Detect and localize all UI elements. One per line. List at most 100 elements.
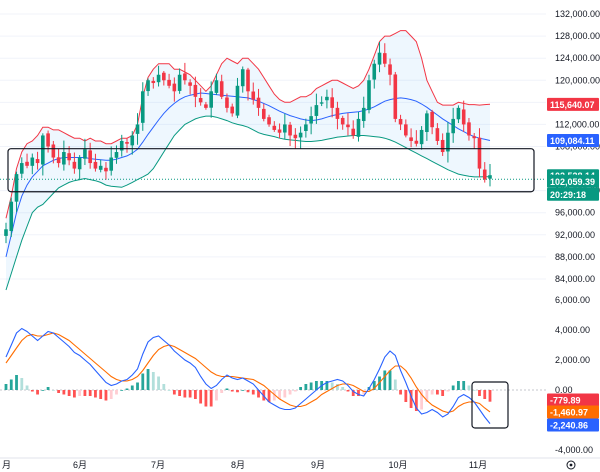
macd-histogram-bar [346,390,350,392]
macd-histogram-bar [293,390,297,392]
candle-body [288,124,292,136]
candle-body [298,132,303,138]
candle-body [277,129,282,133]
macd-histogram-bar [78,390,82,396]
macd-histogram-bar [94,390,97,398]
candle-body [172,83,177,92]
candle-body [235,85,240,116]
macd-histogram-bar [257,390,260,398]
candle-body [351,128,356,136]
highlight-box-macd [471,381,509,429]
macd-histogram-bar [325,381,329,390]
bollinger-upper-line [5,30,491,219]
macd-histogram-bar [357,390,360,396]
macd-histogram-bar [488,390,492,402]
candle-body [461,109,466,125]
macd-histogram-bar [204,390,208,407]
candle-body [135,124,140,134]
macd-histogram-bar [388,370,392,390]
macd-histogram-bar [251,390,255,395]
macd-histogram-bar [230,390,234,392]
macd-histogram-bar [125,388,129,390]
candle-body [482,169,487,180]
macd-histogram-bar [441,390,445,396]
candle-body [9,201,14,231]
candle-body [304,124,308,131]
candle-body [367,80,371,110]
candle-body [404,124,408,136]
macd-histogram-bar [278,390,281,399]
macd-histogram-bar [157,376,160,390]
candle-body [325,96,329,101]
macd-histogram-bar [130,385,134,390]
macd-histogram-bar [115,390,118,395]
price-axis-label: 124,000.00 [555,53,600,63]
macd-histogram-bar [399,390,402,395]
candle-body [414,140,419,144]
last-price-tag: 102,059.39 [550,177,595,187]
candle-body [409,137,413,141]
candle-body [156,74,161,83]
candle-body [293,134,298,139]
candle-body [209,91,213,108]
macd-histogram-bar [104,390,108,401]
candle-body [51,144,56,158]
macd-histogram-bar [288,390,292,395]
price-axis-label: 120,000.00 [555,75,600,85]
settings-icon[interactable] [566,460,576,470]
candle-body [93,161,98,169]
macd-histogram-bar [362,390,366,395]
macd-histogram-bar [15,375,18,390]
candle-body [230,106,235,114]
candle-body [377,52,382,65]
macd-line [5,327,491,424]
macd-histogram-value-tag-bg [547,393,599,407]
macd-histogram-bar [36,390,39,395]
macd-histogram-bar [9,379,13,390]
macd-axis-label: 4,000.00 [555,325,590,335]
macd-histogram-bar [57,390,61,393]
candle-body [446,132,450,152]
candle-body [356,118,361,137]
candle-body [240,69,245,87]
macd-histogram-bar [330,382,334,390]
macd-histogram-bar [267,390,271,402]
candle-body [335,107,340,119]
macd-histogram-bar [420,390,424,410]
macd-histogram-bar [183,390,187,398]
upper-band-value-tag-bg [547,97,599,111]
candle-body [183,73,187,81]
candle-body [98,165,103,170]
candle-body [272,125,277,130]
macd-histogram-bar [172,390,176,395]
price-axis-label: 84,000.00 [555,274,595,284]
time-axis-label: 10月 [388,460,407,470]
macd-histogram-bar [430,390,434,395]
candle-body [119,140,124,151]
candle-body [440,139,445,153]
price-axis-label: 92,000.00 [555,230,595,240]
candle-body [109,157,114,171]
candle-body [125,142,129,144]
macd-histogram-bar [304,384,308,390]
macd-histogram-bar [162,384,166,390]
time-axis-label: 11月 [469,460,487,470]
annotations [7,148,535,429]
candle-body [382,53,387,64]
candle-body [398,118,403,125]
candle-body [35,159,40,164]
price-pane [0,13,546,291]
macd-value-tag-bg [547,418,599,432]
macd-histogram-bar [146,369,150,390]
candle-body [83,149,87,159]
candle-body [309,116,313,124]
macd-histogram-bar [193,390,197,399]
macd-axis-label: -4,000.00 [555,445,593,455]
candle-body [72,161,77,169]
macd-histogram-bar [72,390,76,398]
highlight-box-price [7,148,535,193]
candle-body [146,80,150,92]
macd-histogram-bar [414,390,418,411]
candle-body [67,153,71,161]
macd-histogram-bar [199,390,203,404]
